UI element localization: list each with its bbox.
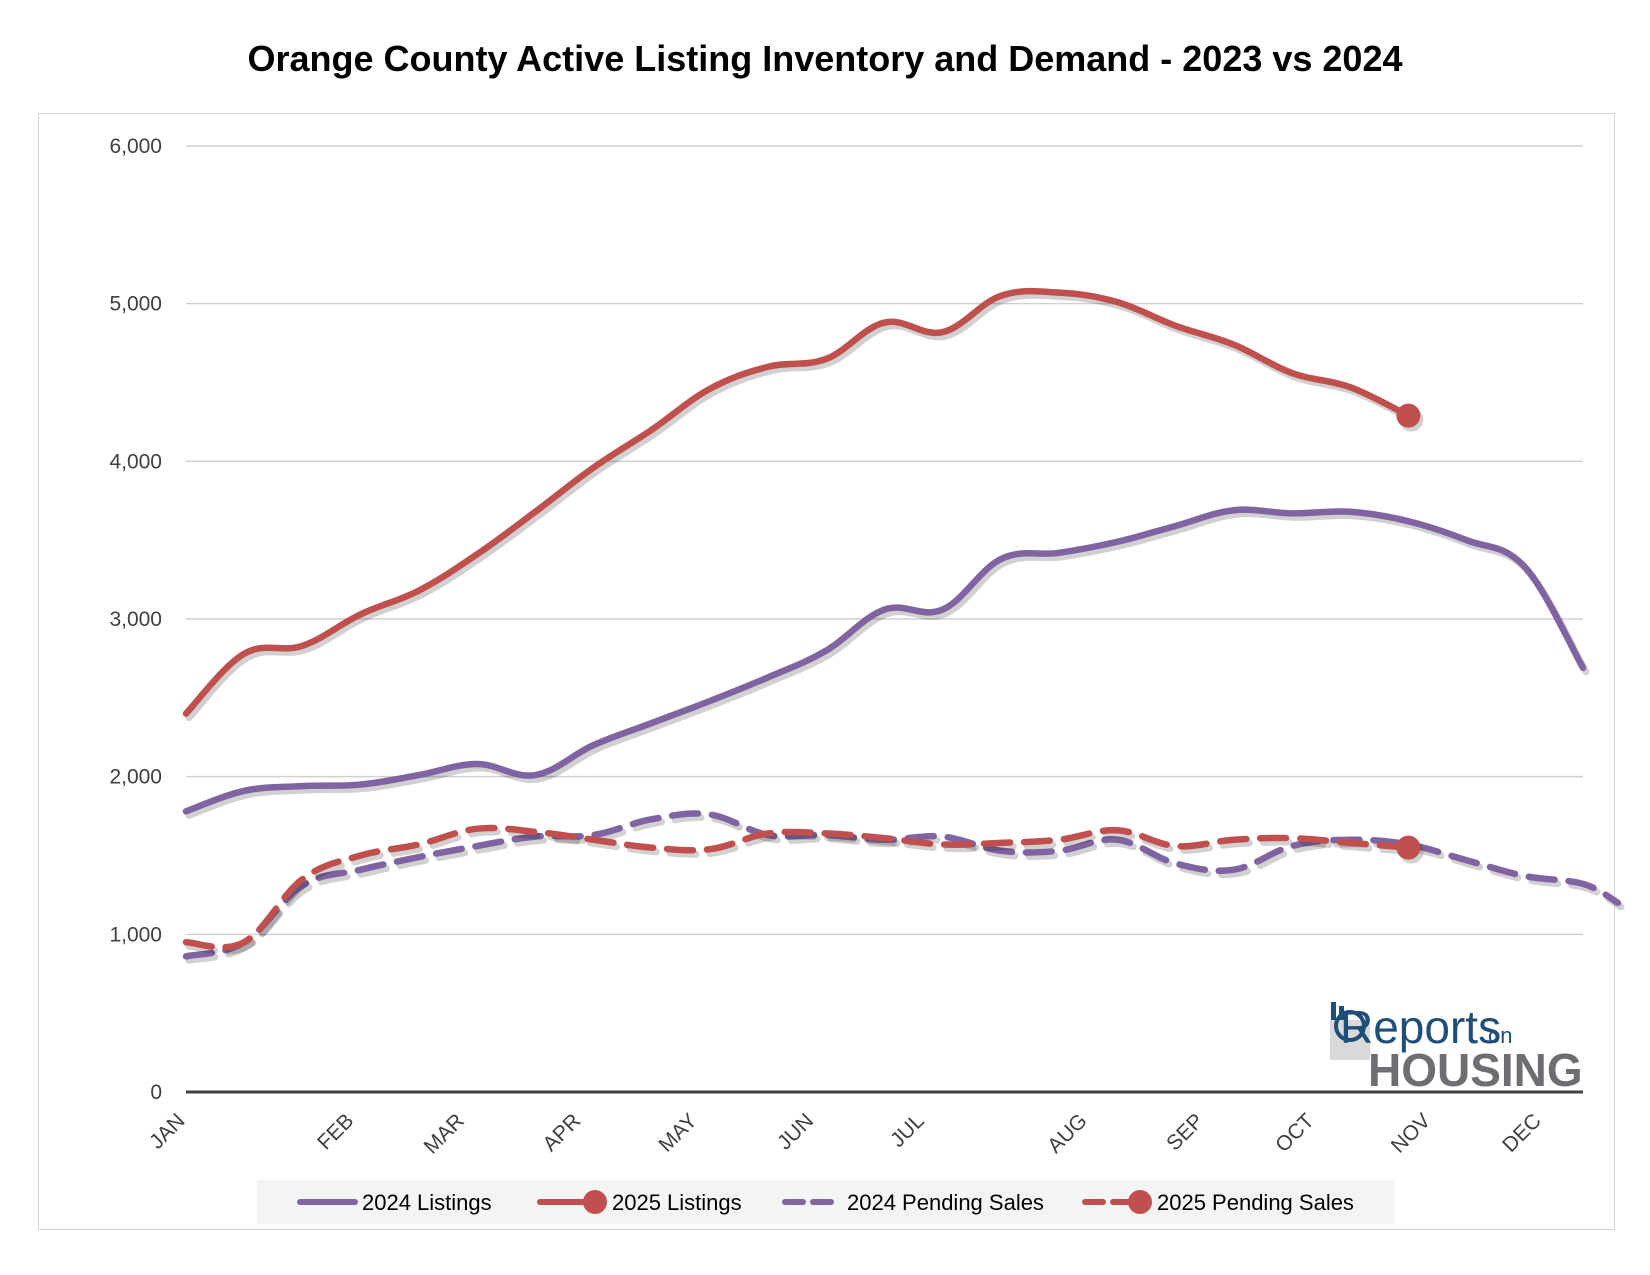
y-tick-label: 4,000 xyxy=(109,450,162,473)
x-axis-ticks: JAN FEB MAR APR MAY JUN JUL AUG SEP OCT NOV DEC xyxy=(145,1109,1546,1158)
x-tick-label: AUG xyxy=(1043,1109,1091,1157)
legend: 2024 Listings 2025 Listings 2024 Pending S… xyxy=(297,1190,1354,1215)
grid-lines xyxy=(186,145,1583,1094)
logo-line2: HOUSING xyxy=(1368,1044,1583,1096)
y-tick-label: 1,000 xyxy=(109,923,162,946)
2024-listings-line xyxy=(182,506,1587,815)
legend-item-2024-pending-sales: 2024 Pending Sales xyxy=(782,1190,1044,1215)
x-tick-label: JUL xyxy=(886,1109,929,1152)
logo-line1-small: on xyxy=(1488,1023,1512,1048)
chart-frame xyxy=(38,113,1615,1230)
x-tick-label: MAR xyxy=(420,1109,469,1158)
magnifier-icon xyxy=(1334,1010,1366,1042)
2025-pending-sales-line xyxy=(182,824,1412,951)
legend-item-2025-pending-sales: 2025 Pending Sales xyxy=(1082,1190,1354,1215)
legend-item-2025-listings: 2025 Listings xyxy=(537,1190,742,1215)
legend-marker xyxy=(1128,1190,1152,1214)
legend-label: 2025 Pending Sales xyxy=(1157,1190,1354,1215)
reports-on-housing-logo: Reports on HOUSING xyxy=(1330,1001,1583,1096)
2025-listings-line xyxy=(182,287,1412,717)
legend-label: 2024 Pending Sales xyxy=(847,1190,1044,1215)
2025-pending-sales-end-marker xyxy=(1396,835,1421,860)
x-tick-label: JAN xyxy=(145,1109,189,1153)
x-tick-label: NOV xyxy=(1387,1109,1435,1157)
x-tick-label: MAY xyxy=(654,1109,701,1156)
y-tick-label: 5,000 xyxy=(109,293,162,316)
legend-label: 2025 Listings xyxy=(612,1190,742,1215)
x-tick-label: DEC xyxy=(1498,1109,1546,1157)
2025-listings-shadow xyxy=(185,291,1415,722)
2025-pending-sales-shadow xyxy=(185,828,1415,955)
2024-listings-shadow xyxy=(185,510,1590,819)
x-tick-label: APR xyxy=(539,1109,586,1156)
series-lines xyxy=(182,287,1625,964)
logo-line1: Reports xyxy=(1340,1001,1501,1053)
y-tick-label: 3,000 xyxy=(109,608,162,631)
x-tick-label: FEB xyxy=(313,1109,358,1154)
x-tick-label: OCT xyxy=(1271,1109,1319,1157)
y-tick-label: 2,000 xyxy=(109,766,162,789)
chart-title: Orange County Active Listing Inventory a… xyxy=(247,38,1403,79)
logo-bar-1 xyxy=(1331,1002,1336,1020)
y-tick-label: 0 xyxy=(150,1081,162,1104)
x-tick-label: SEP xyxy=(1162,1109,1208,1155)
legend-label: 2024 Listings xyxy=(362,1190,492,1215)
y-axis-ticks: 0 1,000 2,000 3,000 4,000 5,000 6,000 xyxy=(109,135,162,1104)
x-tick-label: JUN xyxy=(773,1109,818,1154)
legend-item-2024-listings: 2024 Listings xyxy=(297,1190,492,1215)
2025-listings-end-marker xyxy=(1396,403,1421,428)
y-tick-label: 6,000 xyxy=(109,135,162,158)
legend-marker xyxy=(583,1190,607,1214)
